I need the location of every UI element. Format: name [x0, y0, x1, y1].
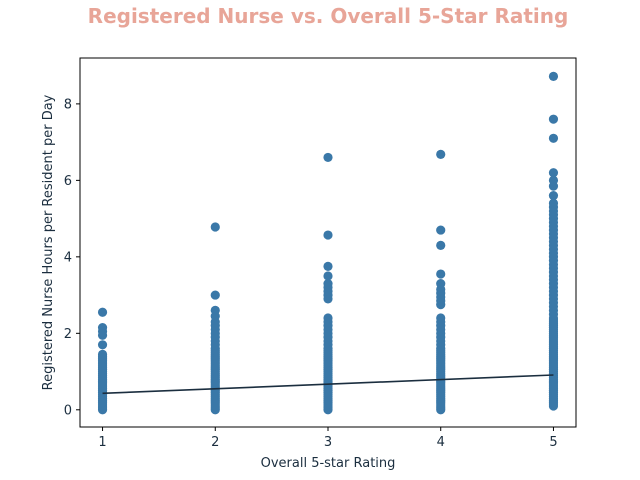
x-axis-ticks: 1 2 3 4 5	[98, 427, 558, 450]
data-point	[548, 191, 559, 201]
x-tick-label: 5	[549, 435, 557, 450]
y-tick-label: 4	[64, 250, 72, 265]
trend-line	[102, 374, 554, 395]
y-axis-label: Registered Nurse Hours per Resident per …	[41, 94, 56, 390]
data-point	[323, 261, 333, 271]
x-tick-label: 2	[211, 435, 219, 450]
data-point	[323, 279, 333, 289]
data-point	[210, 290, 220, 300]
data-point	[548, 168, 559, 178]
data-point	[436, 269, 446, 279]
data-point	[548, 175, 559, 185]
x-axis-label: Overall 5-star Rating	[261, 456, 396, 471]
y-tick-label: 2	[64, 327, 72, 342]
data-point	[323, 152, 333, 163]
y-tick-label: 6	[64, 174, 72, 189]
data-point	[548, 71, 559, 81]
data-point	[436, 279, 446, 289]
data-point	[548, 114, 559, 124]
data-point	[436, 149, 446, 159]
data-point	[436, 313, 446, 323]
points-layer	[97, 71, 559, 415]
data-point	[97, 349, 108, 359]
x-tick-label: 1	[98, 435, 106, 450]
chart-title: Registered Nurse vs. Overall 5-Star Rati…	[88, 4, 569, 28]
data-point	[210, 305, 220, 315]
data-point	[548, 133, 559, 143]
trend-layer	[102, 374, 554, 395]
data-point	[548, 198, 559, 208]
data-point	[97, 340, 108, 350]
data-point	[97, 307, 108, 317]
data-point	[323, 271, 333, 281]
x-tick-label: 4	[437, 435, 445, 450]
data-point	[436, 225, 446, 235]
data-point	[436, 240, 446, 250]
data-point	[323, 230, 333, 240]
x-tick-label: 3	[324, 435, 332, 450]
y-tick-label: 8	[64, 97, 72, 112]
data-point	[97, 322, 108, 333]
y-tick-label: 0	[64, 403, 72, 418]
data-point	[210, 222, 220, 232]
y-axis-ticks: 0 2 4 6 8	[64, 97, 80, 418]
data-point	[323, 313, 333, 323]
